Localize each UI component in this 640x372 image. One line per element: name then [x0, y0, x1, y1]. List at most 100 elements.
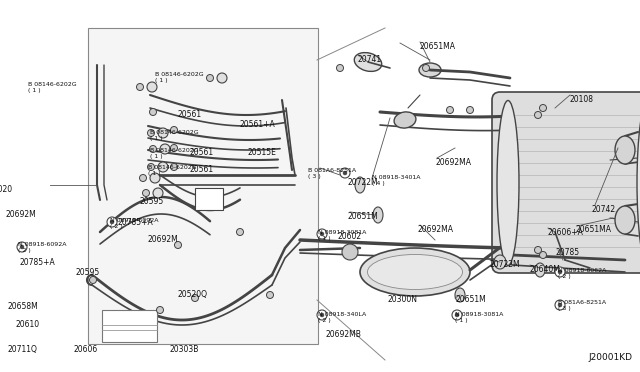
Circle shape: [107, 217, 117, 227]
Ellipse shape: [367, 254, 463, 289]
Circle shape: [90, 276, 97, 283]
Circle shape: [558, 303, 562, 307]
Circle shape: [317, 229, 327, 239]
Text: 20651M: 20651M: [348, 212, 379, 221]
Circle shape: [147, 164, 154, 170]
Text: 20785+A: 20785+A: [20, 258, 56, 267]
Ellipse shape: [355, 177, 365, 193]
Text: B 081A6-8251A
( 3 ): B 081A6-8251A ( 3 ): [308, 168, 356, 179]
Text: 20606: 20606: [73, 345, 97, 354]
Text: 20520Q: 20520Q: [178, 290, 208, 299]
Text: N 08918-340LA
( 2 ): N 08918-340LA ( 2 ): [318, 312, 366, 323]
FancyBboxPatch shape: [88, 28, 318, 344]
Ellipse shape: [497, 100, 519, 266]
Text: 20741: 20741: [358, 55, 382, 64]
Text: 20300N: 20300N: [388, 295, 418, 304]
Text: B 08146-6202G
( 1 ): B 08146-6202G ( 1 ): [150, 130, 198, 141]
Circle shape: [191, 295, 198, 301]
Circle shape: [20, 245, 24, 249]
Ellipse shape: [355, 52, 381, 71]
Text: B 08146-6202G
( 1 ): B 08146-6202G ( 1 ): [28, 82, 77, 93]
Text: 20561: 20561: [190, 165, 214, 174]
Text: 20108: 20108: [570, 95, 594, 104]
Ellipse shape: [637, 100, 640, 266]
Text: 20020: 20020: [0, 185, 13, 194]
Circle shape: [337, 64, 344, 71]
Circle shape: [158, 162, 168, 172]
Circle shape: [340, 168, 350, 178]
Ellipse shape: [535, 263, 545, 277]
Circle shape: [422, 64, 429, 71]
Text: 20651M: 20651M: [455, 295, 486, 304]
Text: 20658M: 20658M: [8, 302, 39, 311]
Ellipse shape: [615, 206, 635, 234]
Circle shape: [136, 83, 143, 90]
Text: 20610: 20610: [15, 320, 39, 329]
Circle shape: [558, 270, 562, 274]
Ellipse shape: [342, 244, 358, 260]
Circle shape: [217, 73, 227, 83]
Text: N 08918-6092A
( 2 ): N 08918-6092A ( 2 ): [18, 242, 67, 253]
Text: B 08146-6202G
( 1 ): B 08146-6202G ( 1 ): [150, 148, 198, 159]
Circle shape: [534, 112, 541, 119]
Text: 20515E: 20515E: [248, 148, 277, 157]
Ellipse shape: [373, 207, 383, 223]
Ellipse shape: [494, 255, 506, 269]
Text: 20742: 20742: [591, 205, 615, 214]
Text: 20785+A: 20785+A: [118, 218, 154, 227]
Text: 20606+A: 20606+A: [548, 228, 584, 237]
Text: 20692MA: 20692MA: [418, 225, 454, 234]
Circle shape: [153, 188, 163, 198]
Text: J20001KD: J20001KD: [588, 353, 632, 362]
Circle shape: [170, 144, 177, 151]
Text: 20785: 20785: [556, 248, 580, 257]
Text: 20692MB: 20692MB: [325, 330, 361, 339]
Circle shape: [555, 267, 565, 277]
Text: B 08146-6202G
( 1 ): B 08146-6202G ( 1 ): [155, 72, 204, 83]
Circle shape: [158, 128, 168, 138]
Circle shape: [170, 164, 177, 170]
Text: N 08918-6092A
( 2 ): N 08918-6092A ( 2 ): [110, 218, 159, 229]
Circle shape: [540, 105, 547, 112]
Circle shape: [320, 232, 324, 236]
Circle shape: [534, 247, 541, 253]
Ellipse shape: [455, 288, 465, 302]
Circle shape: [150, 173, 160, 183]
Circle shape: [207, 74, 214, 81]
Ellipse shape: [394, 112, 416, 128]
Text: 20722M: 20722M: [348, 178, 379, 187]
Circle shape: [266, 292, 273, 298]
Text: 20722M: 20722M: [490, 260, 520, 269]
Text: N 08918-6062A
( 2 ): N 08918-6062A ( 2 ): [558, 268, 606, 279]
Circle shape: [343, 171, 347, 175]
Circle shape: [150, 109, 157, 115]
Circle shape: [170, 126, 177, 134]
Circle shape: [452, 310, 462, 320]
Circle shape: [147, 129, 154, 137]
Circle shape: [467, 106, 474, 113]
Ellipse shape: [419, 63, 441, 77]
Text: 20692MA: 20692MA: [435, 158, 471, 167]
Circle shape: [237, 228, 243, 235]
Text: B 081A6-8251A
( 3 ): B 081A6-8251A ( 3 ): [558, 300, 606, 311]
Circle shape: [317, 310, 327, 320]
Text: B 08146-6202G
( 1 ): B 08146-6202G ( 1 ): [148, 165, 196, 176]
Text: 20602: 20602: [338, 232, 362, 241]
Circle shape: [140, 174, 147, 182]
Circle shape: [143, 189, 150, 196]
Text: 20640M: 20640M: [530, 265, 561, 274]
Bar: [195, 188, 223, 210]
Text: 20303B: 20303B: [170, 345, 200, 354]
Circle shape: [17, 242, 27, 252]
Circle shape: [157, 307, 163, 314]
Text: N 08918-3081A
( 1 ): N 08918-3081A ( 1 ): [455, 312, 504, 323]
Circle shape: [175, 241, 182, 248]
Circle shape: [555, 300, 565, 310]
Ellipse shape: [360, 248, 470, 296]
Ellipse shape: [615, 136, 635, 164]
Circle shape: [455, 313, 459, 317]
Text: 20692M: 20692M: [5, 210, 36, 219]
Circle shape: [160, 144, 170, 154]
Text: 20561: 20561: [190, 148, 214, 157]
Circle shape: [447, 106, 454, 113]
